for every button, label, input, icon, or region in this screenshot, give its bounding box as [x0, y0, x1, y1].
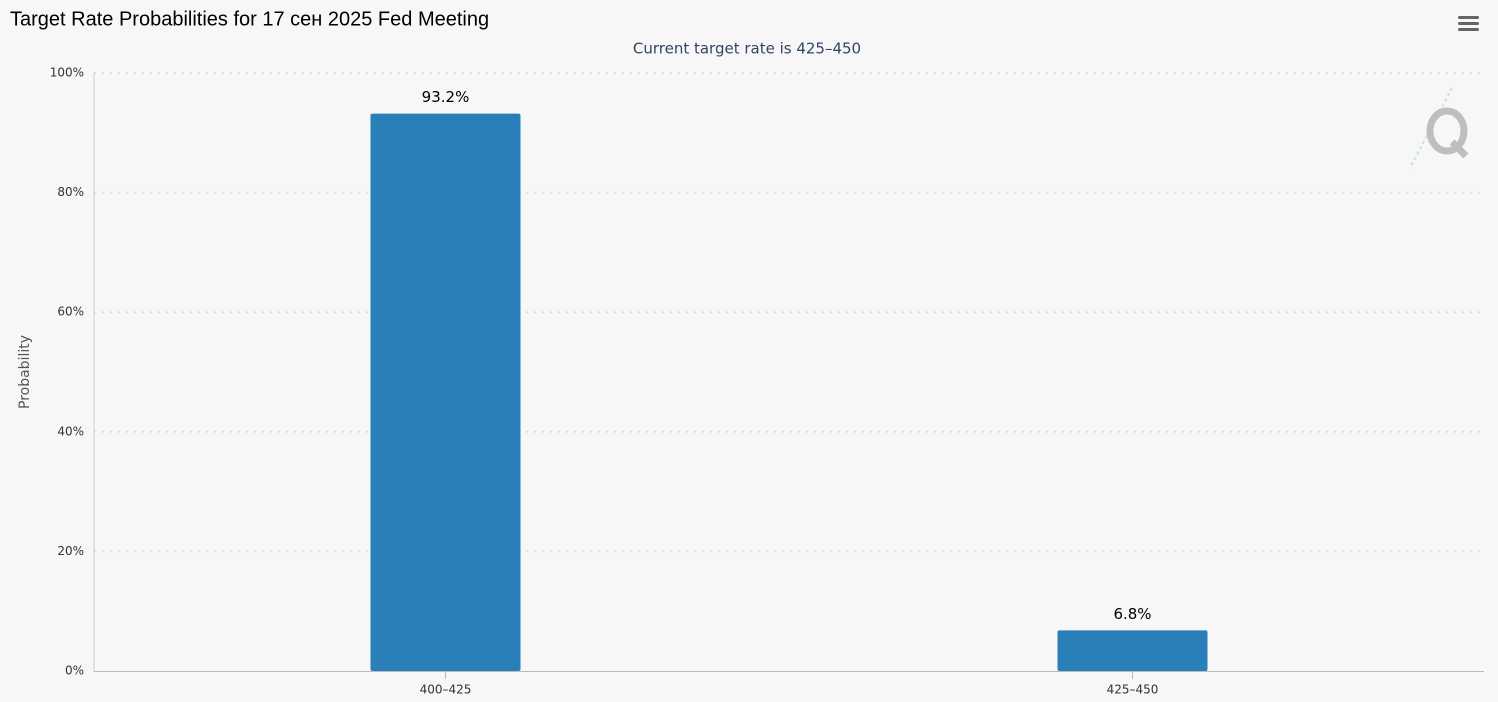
x-tick-label: 400–425 — [420, 683, 472, 697]
logo — [1409, 87, 1469, 169]
y-tick-label: 60% — [57, 305, 84, 319]
bar — [1057, 630, 1208, 671]
logo-q — [1426, 107, 1468, 155]
y-tick-label: 40% — [57, 424, 84, 438]
x-tick-label: 425–450 — [1107, 683, 1159, 697]
value-label: 93.2% — [422, 88, 470, 106]
bar — [370, 113, 521, 671]
menu-bar — [1458, 22, 1479, 25]
value-label: 6.8% — [1113, 605, 1151, 623]
y-tick-label: 0% — [65, 664, 84, 678]
menu-bar — [1458, 16, 1479, 19]
logo-q-tail — [1449, 139, 1469, 159]
menu-button[interactable] — [1458, 16, 1479, 31]
chart-title: Target Rate Probabilities for 17 сен 202… — [10, 8, 489, 30]
y-tick-label: 100% — [50, 66, 84, 80]
y-tick-label: 80% — [57, 185, 84, 199]
y-tick-label: 20% — [57, 544, 84, 558]
menu-bar — [1458, 28, 1479, 31]
y-axis-label: Probability — [17, 335, 33, 409]
chart-subtitle: Current target rate is 425–450 — [633, 40, 861, 58]
